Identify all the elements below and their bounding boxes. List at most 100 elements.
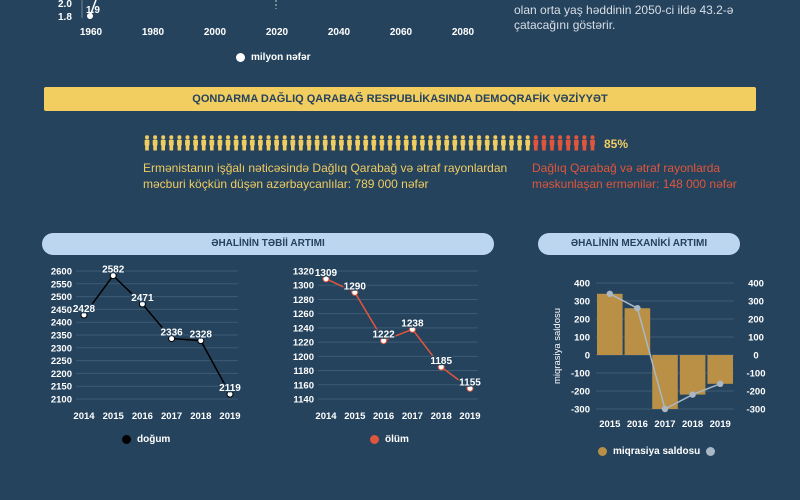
person-icon [582,135,587,151]
data-point [322,275,330,283]
person-body [565,139,571,146]
person-head [550,135,554,140]
person-body [258,139,263,146]
person-body [395,139,401,146]
overlay-point [717,380,724,387]
person-body [201,139,207,146]
person-legs [582,145,587,151]
bar [679,355,706,395]
y-tick-label-left: -200 [571,387,590,398]
person-legs [566,145,570,151]
overlay-point [606,290,613,297]
settled-armenians-text: Dağlıq Qarabağ və ətraf rayonlarda məsku… [532,161,737,191]
person-icon [379,135,385,151]
person-head [420,135,425,140]
x-tick-label: 2019 [459,411,480,422]
data-point [168,335,176,343]
person-icon [541,135,547,151]
person-head [226,135,230,140]
projection-note: olan orta yaş həddinin 2050-ci ildə 43.2… [514,3,734,32]
data-point [87,13,93,19]
x-tick: 2040 [328,27,351,38]
y-tick-label: 2600 [51,267,72,278]
data-label: 2582 [102,265,125,276]
person-head [582,135,587,140]
data-point [109,272,117,280]
legend-label: doğum [137,434,171,445]
person-icon [501,135,506,151]
person-body [282,139,288,146]
person-body [274,139,279,146]
person-head [185,135,190,140]
person-head [331,135,336,140]
x-tick-label: 2016 [627,419,648,430]
person-icon [282,135,288,151]
person-body [193,139,198,146]
person-legs [355,145,360,151]
x-tick-label: 2016 [132,411,153,422]
data-point [408,325,416,333]
person-icon [330,135,336,151]
person-icon [444,135,450,151]
person-head [388,135,392,140]
person-body [363,139,369,146]
x-tick-label: 2017 [402,411,423,422]
data-point [351,288,359,296]
person-head [533,135,538,140]
person-body [225,139,231,146]
y-tick-label: 2150 [51,382,72,393]
person-icon [225,135,231,151]
person-head [558,135,563,140]
person-body [582,139,587,146]
person-icon [355,135,360,151]
person-head [460,135,465,140]
person-head [590,135,595,140]
person-head [307,135,311,140]
person-legs [218,145,222,151]
person-legs [428,145,433,151]
person-head [258,135,263,140]
person-legs [388,145,392,151]
series-line [83,274,231,395]
person-body [557,139,563,146]
x-tick-label: 2014 [315,411,337,422]
person-legs [542,145,546,151]
person-legs [258,145,263,151]
person-head [436,135,441,140]
natural-growth-title: ƏHALİNİN TƏBİİ ARTIMI [42,233,494,255]
legend-marker [370,435,379,444]
person-legs [525,145,530,151]
person-head [250,135,255,140]
person-legs [517,145,522,151]
person-head [428,135,433,140]
person-icon [549,135,555,151]
person-body [590,139,595,146]
person-icon [306,135,312,151]
y-tick-label-left: 100 [574,333,590,344]
series-line [325,278,471,389]
person-head [161,135,166,140]
legend-label: milyon nəfər [251,52,311,63]
y-tick-label: 1180 [293,366,314,377]
person-icon [525,135,531,151]
person-head [347,135,352,140]
person-icon [322,135,328,151]
y-tick: 1.8 [58,12,72,23]
data-label: 2119 [219,383,241,394]
person-legs [485,145,489,151]
data-label: 1185 [430,356,452,367]
person-icon [193,135,198,151]
person-head [234,135,239,140]
person-icon [403,135,409,151]
person-icon [298,135,304,151]
y-tick-label: 1160 [293,380,314,391]
person-icon [347,135,352,151]
person-head [541,135,546,140]
x-tick-label: 2015 [103,411,125,422]
data-label: 1290 [344,281,367,292]
data-point [138,300,146,308]
person-icon [395,135,401,151]
person-legs [282,145,287,151]
person-body [290,139,296,146]
person-legs [509,145,514,151]
